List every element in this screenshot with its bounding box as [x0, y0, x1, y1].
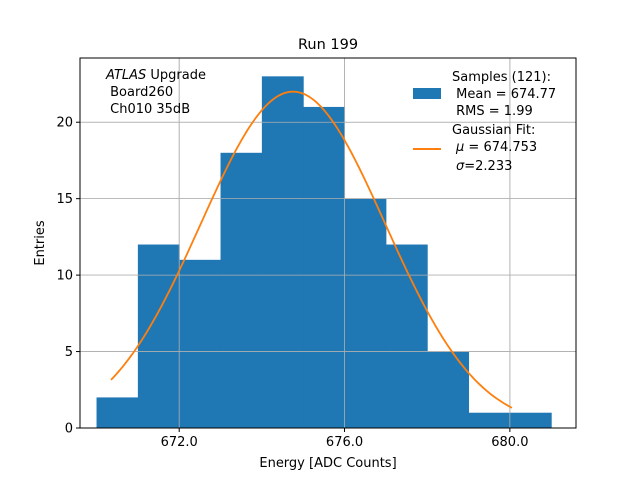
mu-value: = 674.753 [464, 140, 537, 155]
legend-fit-label: Gaussian Fit: [452, 123, 535, 138]
x-axis-label: Energy [ADC Counts] [259, 456, 396, 471]
legend: Samples (121): Mean = 674.77 RMS = 1.99 … [413, 70, 556, 174]
annotation-line-3: Ch010 35dB [106, 102, 190, 117]
histogram-bar-8 [427, 351, 470, 428]
y-tick-label-1: 5 [65, 345, 73, 360]
plot-frame [79, 57, 577, 429]
legend-histogram-label: Samples (121): [452, 70, 551, 85]
x-tick-label-1: 676.0 [326, 435, 363, 450]
legend-histogram-mean: Mean = 674.77 [452, 87, 556, 102]
legend-histogram-rms: RMS = 1.99 [452, 104, 533, 119]
chart-title: Run 199 [298, 37, 358, 53]
histogram-bar-6 [344, 198, 387, 428]
mu-symbol: μ [455, 140, 464, 155]
histogram-bar-5 [303, 106, 346, 428]
legend-histogram-swatch [413, 88, 441, 99]
legend-fit-mu: μ = 674.753 [455, 140, 537, 155]
histogram-bars [96, 76, 552, 428]
legend-fit-sigma: σ=2.233 [456, 159, 512, 174]
histogram-bar-2 [179, 259, 222, 428]
x-tick-label-2: 680.0 [491, 435, 528, 450]
histogram-bar-10 [509, 412, 552, 428]
y-tick-label-4: 20 [56, 116, 73, 131]
sigma-value: =2.233 [464, 159, 512, 174]
upgrade-label: Upgrade [146, 68, 206, 83]
annotation-line-2: Board260 [106, 85, 173, 100]
y-tick-label-3: 15 [56, 192, 73, 207]
y-tick-label-0: 0 [65, 422, 73, 437]
y-axis-label: Entries [33, 220, 48, 266]
atlas-label: ATLAS [105, 68, 146, 83]
histogram-bar-4 [261, 76, 304, 428]
y-tick-label-2: 10 [56, 269, 73, 284]
histogram-bar-3 [220, 152, 263, 428]
histogram-bar-0 [96, 397, 139, 428]
annotation-text: ATLAS Upgrade Board260 Ch010 35dB [105, 68, 206, 117]
histogram-bar-9 [468, 412, 511, 428]
x-axis-ticks: 672.0 676.0 680.0 [161, 428, 528, 450]
gaussian-fit-curve [110, 90, 513, 409]
gaussian-fit [110, 90, 513, 409]
y-axis-ticks: 0 5 10 15 20 [56, 116, 80, 437]
annotation-line-1: ATLAS Upgrade [105, 68, 206, 83]
sigma-symbol: σ [456, 159, 465, 174]
x-tick-label-0: 672.0 [161, 435, 198, 450]
